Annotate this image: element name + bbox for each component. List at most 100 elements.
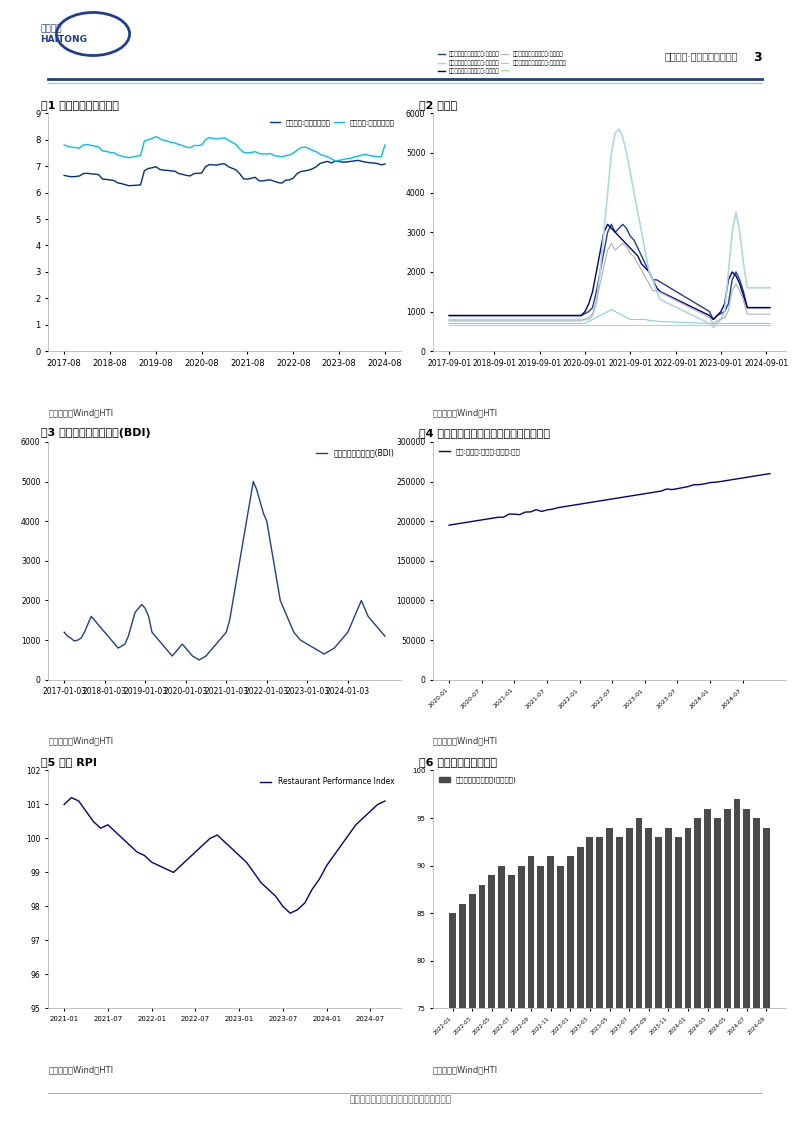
Bar: [508, 875, 515, 1133]
Line: 中国出口集装箱运价指数:东南亚航线: 中国出口集装箱运价指数:东南亚航线: [449, 309, 770, 323]
Text: 资料来源：Wind、HTI: 资料来源：Wind、HTI: [48, 408, 113, 417]
中国出口集装箱运价指数:欧洲航线: [765, 281, 775, 295]
Line: 中国出口集装箱运价指数:美西航线: 中国出口集装箱运价指数:美西航线: [449, 244, 770, 324]
中国出口集装箱运价指数:欧洲航线: [478, 313, 488, 326]
Legend: Restaurant Performance Index: Restaurant Performance Index: [257, 774, 397, 790]
Bar: [518, 866, 525, 1133]
中国出口集装箱运价指数:东南亚航线: [444, 316, 454, 330]
中国出口集装箱运价指数:美东航线: [603, 218, 613, 231]
中国出口集装箱运价指数:东南亚航线: [478, 316, 488, 330]
Text: 图1 美元、欧元即期汇率: 图1 美元、欧元即期汇率: [41, 100, 119, 110]
中国出口集装箱运价指数:美东航线: [452, 308, 461, 322]
Legend: 美国餐饮场所销售额(十亿美元): 美国餐饮场所销售额(十亿美元): [436, 774, 519, 786]
中国出口集装箱运价指数:综合指数: [478, 308, 488, 322]
中国出口集装箱运价指数:美东航线: [599, 225, 609, 239]
中国出口集装箱运价指数:东南亚航线: [452, 316, 461, 330]
中国出口集装箱运价指数:东南亚航线: [694, 316, 703, 330]
Bar: [655, 837, 662, 1133]
Bar: [626, 827, 633, 1133]
Line: 中国出口集装箱运价指数:综合指数: 中国出口集装箱运价指数:综合指数: [449, 224, 770, 320]
Bar: [763, 827, 770, 1133]
Bar: [449, 913, 456, 1133]
中国出口集装箱运价指数:东南亚航线: [765, 316, 775, 330]
中国出口集装箱运价指数:美东航线: [444, 308, 454, 322]
Text: 资料来源：Wind、HTI: 资料来源：Wind、HTI: [48, 1065, 113, 1074]
中国出口集装箱运价指数:综合指数: [765, 300, 775, 314]
Text: 图5 美国 RPI: 图5 美国 RPI: [41, 757, 97, 767]
Bar: [695, 818, 701, 1133]
Text: 海通國際
HAITONG: 海通國際 HAITONG: [40, 24, 87, 44]
中国出口集装箱运价指数:美东航线: [478, 308, 488, 322]
中国出口集装箱运价指数:综合指数: [444, 308, 454, 322]
Text: 图6 美国餐饮场所销售额: 图6 美国餐饮场所销售额: [419, 757, 497, 767]
Line: 中国出口集装箱运价指数:欧洲航线: 中国出口集装箱运价指数:欧洲航线: [449, 129, 770, 327]
Text: 图4 美国制造业消费品存货量（百万美元）: 图4 美国制造业消费品存货量（百万美元）: [419, 428, 550, 438]
中国出口集装箱运价指数:综合指数: [460, 308, 469, 322]
中国出口集装箱运价指数:美西航线: [606, 237, 616, 250]
中国出口集装箱运价指数:欧洲航线: [460, 313, 469, 326]
Bar: [586, 837, 593, 1133]
中国出口集装箱运价指数:美东航线: [723, 273, 733, 287]
中国出口集装箱运价指数:美西航线: [460, 314, 469, 327]
Bar: [714, 818, 721, 1133]
中国出口集装箱运价指数:美西航线: [723, 304, 733, 317]
Bar: [685, 827, 691, 1133]
Bar: [528, 857, 534, 1133]
Bar: [734, 799, 740, 1133]
中国出口集装箱运价指数:美西航线: [599, 261, 609, 274]
Bar: [674, 837, 682, 1133]
中国出口集装箱运价指数:综合指数: [723, 297, 733, 310]
Bar: [479, 885, 485, 1133]
Bar: [646, 827, 652, 1133]
中国出口集装箱运价指数:美西航线: [708, 317, 718, 331]
Bar: [665, 827, 672, 1133]
中国出口集装箱运价指数:东南亚航线: [599, 307, 609, 321]
中国出口集装箱运价指数:美西航线: [452, 314, 461, 327]
中国出口集装箱运价指数:欧洲航线: [452, 313, 461, 326]
中国出口集装箱运价指数:东南亚航线: [460, 316, 469, 330]
中国出口集装箱运价指数:美西航线: [444, 314, 454, 327]
Text: 资料来源：Wind、HTI: 资料来源：Wind、HTI: [433, 408, 498, 417]
Bar: [635, 818, 642, 1133]
中国出口集装箱运价指数:美西航线: [478, 314, 488, 327]
Bar: [616, 837, 623, 1133]
中国出口集装箱运价指数:综合指数: [452, 308, 461, 322]
Bar: [753, 818, 760, 1133]
Bar: [704, 809, 711, 1133]
Text: 行业研究·其他专用机械行业: 行业研究·其他专用机械行业: [664, 51, 738, 61]
中国出口集装箱运价指数:综合指数: [694, 298, 703, 312]
Text: 图2 海运费: 图2 海运费: [419, 100, 457, 110]
Bar: [488, 875, 495, 1133]
中国出口集装箱运价指数:美西航线: [765, 307, 775, 321]
中国出口集装箱运价指数:美东航线: [460, 308, 469, 322]
中国出口集装箱运价指数:美东航线: [708, 313, 718, 326]
Bar: [498, 866, 505, 1133]
Text: 请务必阅读正文之后的信息披露和法律声明: 请务必阅读正文之后的信息披露和法律声明: [350, 1096, 452, 1105]
Bar: [567, 857, 573, 1133]
中国出口集装箱运价指数:欧洲航线: [444, 313, 454, 326]
Legend: 即期汇率:美元兑人民币, 即期汇率:欧元兑人民币: 即期汇率:美元兑人民币, 即期汇率:欧元兑人民币: [267, 117, 398, 129]
Text: 3: 3: [753, 51, 762, 63]
Bar: [577, 846, 584, 1133]
Bar: [557, 866, 564, 1133]
中国出口集装箱运价指数:欧洲航线: [599, 225, 609, 239]
Bar: [547, 857, 554, 1133]
中国出口集装箱运价指数:综合指数: [708, 313, 718, 326]
Bar: [537, 866, 545, 1133]
中国出口集装箱运价指数:欧洲航线: [708, 321, 718, 334]
Line: 中国出口集装箱运价指数:美东航线: 中国出口集装箱运价指数:美东航线: [449, 224, 770, 320]
中国出口集装箱运价指数:东南亚航线: [606, 303, 616, 316]
中国出口集装箱运价指数:美西航线: [694, 305, 703, 318]
Text: 资料来源：Wind、HTI: 资料来源：Wind、HTI: [433, 736, 498, 746]
Legend: 波罗的海干散货指数(BDI): 波罗的海干散货指数(BDI): [313, 445, 397, 461]
Bar: [459, 904, 466, 1133]
中国出口集装箱运价指数:综合指数: [599, 245, 609, 258]
Text: 图3 波罗的海干散货指数(BDI): 图3 波罗的海干散货指数(BDI): [41, 428, 151, 438]
中国出口集装箱运价指数:欧洲航线: [614, 122, 624, 136]
中国出口集装箱运价指数:欧洲航线: [694, 312, 703, 325]
Bar: [743, 809, 751, 1133]
Bar: [724, 809, 731, 1133]
Bar: [596, 837, 603, 1133]
Bar: [468, 894, 476, 1133]
中国出口集装箱运价指数:东南亚航线: [720, 316, 730, 330]
